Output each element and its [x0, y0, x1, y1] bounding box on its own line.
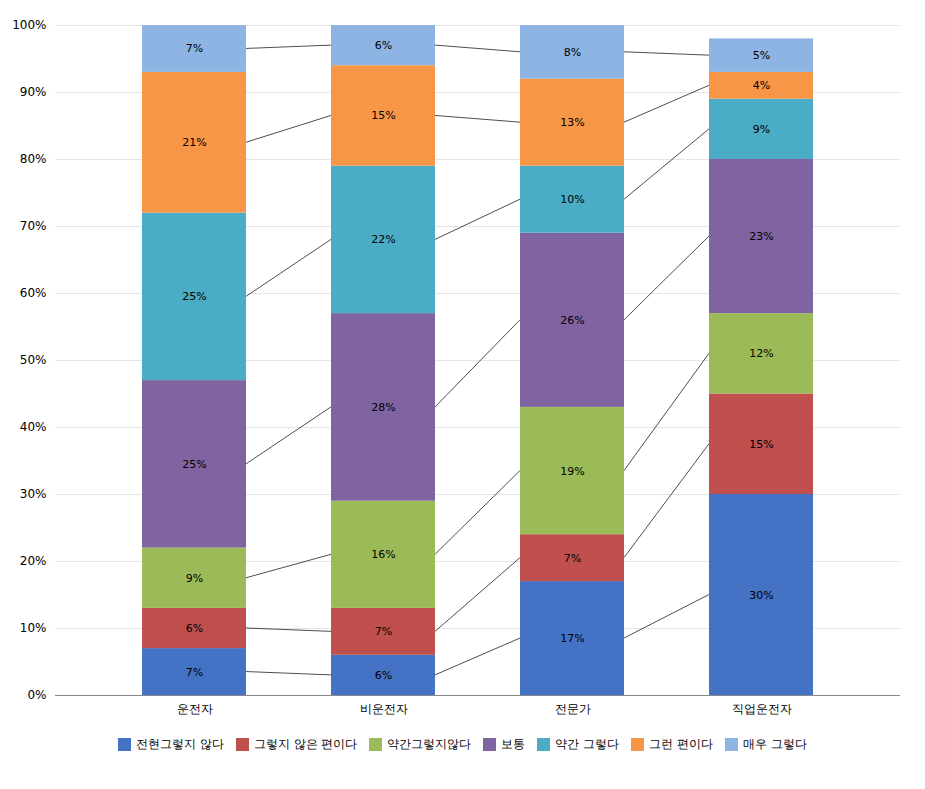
svg-text:7%: 7%: [375, 625, 392, 638]
svg-text:9%: 9%: [753, 123, 770, 136]
html-text:매우 그렇다: 매우 그렇다: [743, 737, 807, 751]
svg-text:7%: 7%: [186, 42, 203, 55]
svg-text:80%: 80%: [20, 152, 47, 166]
html-text:그렇지 않은 편이다: 그렇지 않은 편이다: [253, 737, 358, 751]
svg-text:100%: 100%: [12, 18, 46, 32]
svg-text:70%: 70%: [20, 219, 47, 233]
svg-text:12%: 12%: [749, 347, 773, 360]
svg-text:21%: 21%: [182, 136, 206, 149]
svg-text:4%: 4%: [753, 79, 770, 92]
svg-text:5%: 5%: [753, 49, 770, 62]
svg-text:0%: 0%: [27, 688, 46, 702]
svg-text:30%: 30%: [749, 589, 773, 602]
svg-text:22%: 22%: [371, 233, 395, 246]
html-text:전현그렇지 않다: 전현그렇지 않다: [136, 737, 224, 751]
svg-text:28%: 28%: [371, 401, 395, 414]
svg-text:7%: 7%: [564, 552, 581, 565]
svg-text:25%: 25%: [182, 458, 206, 471]
html-text:약간그렇지않다: 약간그렇지않다: [387, 737, 472, 751]
svg-text:23%: 23%: [749, 230, 773, 243]
svg-text:운전자: 운전자: [177, 702, 213, 716]
svg-text:7%: 7%: [186, 666, 203, 679]
html-text:그런 편이다: 그런 편이다: [649, 737, 714, 751]
svg-text:17%: 17%: [560, 632, 584, 645]
svg-text:6%: 6%: [375, 669, 392, 682]
svg-text:6%: 6%: [186, 622, 203, 635]
svg-text:10%: 10%: [560, 193, 584, 206]
svg-text:25%: 25%: [182, 290, 206, 303]
svg-text:직업운전자: 직업운전자: [732, 702, 792, 716]
svg-text:16%: 16%: [371, 548, 395, 561]
svg-text:15%: 15%: [371, 109, 395, 122]
svg-text:26%: 26%: [560, 314, 584, 327]
svg-text:19%: 19%: [560, 465, 584, 478]
html-text:약간 그렇다: 약간 그렇다: [555, 737, 620, 751]
svg-text:20%: 20%: [20, 554, 47, 568]
svg-text:15%: 15%: [749, 438, 773, 451]
svg-text:50%: 50%: [20, 353, 47, 367]
html-text:보통: 보통: [501, 737, 526, 751]
svg-text:40%: 40%: [20, 420, 47, 434]
svg-text:전문가: 전문가: [555, 702, 591, 716]
svg-text:비운전자: 비운전자: [360, 702, 408, 716]
svg-text:10%: 10%: [20, 621, 47, 635]
svg-text:9%: 9%: [186, 572, 203, 585]
svg-text:90%: 90%: [20, 85, 47, 99]
svg-text:6%: 6%: [375, 39, 392, 52]
svg-text:30%: 30%: [20, 487, 47, 501]
svg-text:8%: 8%: [564, 46, 581, 59]
svg-text:60%: 60%: [20, 286, 47, 300]
svg-text:13%: 13%: [560, 116, 584, 129]
